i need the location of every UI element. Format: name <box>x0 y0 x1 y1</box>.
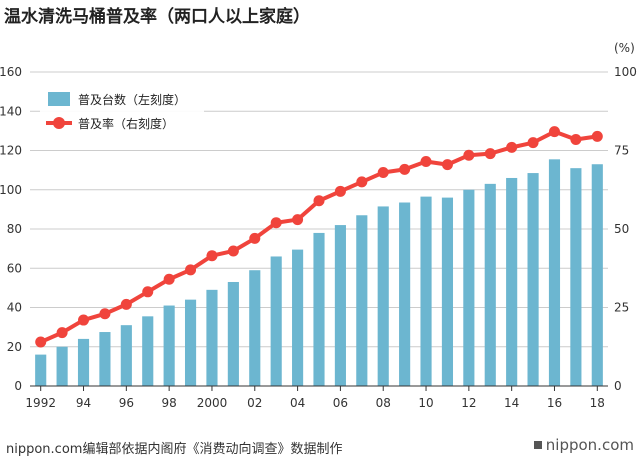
x-tick-label: 94 <box>76 396 91 410</box>
bar <box>356 215 368 386</box>
y-left-tick-label: 120 <box>0 144 22 158</box>
line-point <box>120 298 132 310</box>
y-left-tick-label: 100 <box>0 183 22 197</box>
bar <box>441 197 454 386</box>
bar <box>420 196 432 386</box>
y-left-tick-label: 80 <box>7 222 22 236</box>
brand-logo: nippon.com <box>533 436 634 454</box>
x-tick-label: 1992 <box>25 396 56 410</box>
line-point <box>463 149 475 161</box>
bar <box>506 177 518 386</box>
bar <box>249 270 261 386</box>
line-point <box>484 148 496 160</box>
line-point <box>270 217 282 229</box>
x-tick-label: 96 <box>119 396 134 410</box>
line-point <box>441 159 453 171</box>
bar <box>35 354 47 386</box>
x-tick-label: 12 <box>461 396 476 410</box>
bar <box>206 289 218 386</box>
legend-swatch-bar <box>48 92 70 106</box>
y-left-tick-label: 40 <box>7 301 22 315</box>
line-point <box>548 126 560 138</box>
bar <box>184 299 197 386</box>
line-point <box>206 250 218 262</box>
line-point <box>356 176 368 188</box>
line-point <box>227 245 239 257</box>
bar <box>163 305 175 386</box>
line-point <box>99 308 111 320</box>
line-point <box>163 273 175 285</box>
y-right-unit-label: (%) <box>614 41 635 55</box>
bar <box>99 332 111 386</box>
line-point <box>377 166 389 178</box>
bar <box>270 256 282 386</box>
bar <box>570 168 582 386</box>
legend-label-line: 普及率（右刻度） <box>78 116 174 131</box>
x-tick-label: 18 <box>590 396 605 410</box>
bar <box>484 183 496 386</box>
line-point <box>334 185 346 197</box>
x-tick-label: 02 <box>247 396 262 410</box>
x-tick-label: 10 <box>418 396 433 410</box>
y-right-tick-label: 0 <box>614 379 622 393</box>
line-point <box>420 155 432 167</box>
bar <box>77 338 90 386</box>
page-title: 温水清洗马桶普及率（两口人以上家庭） <box>4 7 310 27</box>
source-note: nippon.com编辑部依据内阁府《消费动向调查》数据制作 <box>6 442 343 457</box>
y-left-tick-label: 0 <box>14 379 22 393</box>
bar <box>334 225 346 386</box>
bar <box>142 316 154 386</box>
line-point <box>313 195 325 207</box>
line-point <box>591 130 603 142</box>
x-tick-label: 08 <box>376 396 391 410</box>
bar <box>463 189 475 386</box>
bar <box>292 249 304 386</box>
y-left-tick-label: 160 <box>0 65 22 79</box>
x-tick-label: 98 <box>162 396 177 410</box>
x-tick-label: 2000 <box>197 396 228 410</box>
bar <box>56 346 68 386</box>
y-right-tick-label: 75 <box>614 144 629 158</box>
line-point <box>570 134 582 146</box>
y-right-tick-label: 25 <box>614 301 629 315</box>
line-point <box>527 137 539 149</box>
y-left-tick-label: 60 <box>7 261 22 275</box>
bar <box>399 202 411 386</box>
legend-swatch-point <box>53 117 65 129</box>
y-right-tick-label: 100 <box>614 65 637 79</box>
bar-series <box>35 159 603 386</box>
x-tick-label: 14 <box>504 396 519 410</box>
y-left-tick-label: 20 <box>7 340 22 354</box>
line-point <box>56 327 68 339</box>
bar <box>313 232 325 386</box>
legend-label-bar: 普及台数（左刻度） <box>78 92 186 107</box>
brand-text: nippon.com <box>545 436 634 454</box>
line-point <box>249 232 261 244</box>
line-point <box>506 141 518 153</box>
line-series <box>35 126 603 348</box>
brand-dot-icon <box>533 441 542 449</box>
bar <box>548 159 561 386</box>
bar <box>227 281 239 386</box>
bar <box>377 206 389 386</box>
line-point <box>142 286 154 298</box>
x-tick-label: 06 <box>333 396 348 410</box>
bar <box>527 173 539 386</box>
x-tick-label: 04 <box>290 396 305 410</box>
x-tick-label: 16 <box>547 396 562 410</box>
line-point <box>292 214 304 226</box>
y-right-tick-label: 50 <box>614 222 629 236</box>
legend: 普及台数（左刻度） 普及率（右刻度） <box>40 84 204 136</box>
line-point <box>185 264 197 276</box>
line-point <box>399 163 411 175</box>
line-point <box>35 336 47 348</box>
bar <box>591 164 603 386</box>
bar <box>120 325 132 386</box>
y-left-tick-label: 140 <box>0 104 22 118</box>
line-point <box>78 314 90 326</box>
